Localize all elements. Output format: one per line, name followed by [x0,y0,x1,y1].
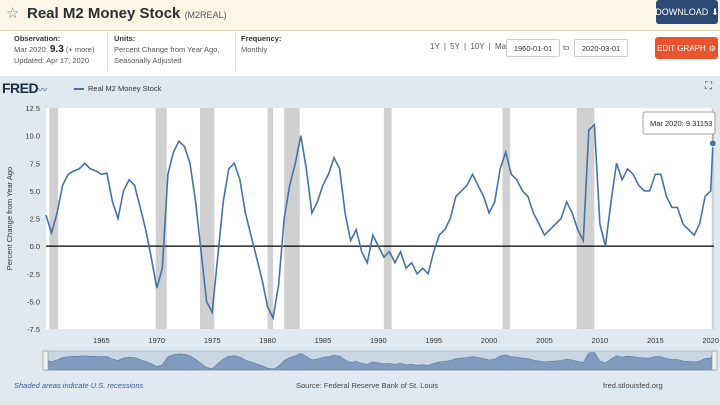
to-label: to [563,43,570,52]
observation-value: 9.3 [49,44,64,55]
observation-label: Observation: [14,34,61,43]
gear-icon: ⚙ [708,43,716,53]
legend-swatch [74,87,84,90]
units-line2: Seasonally Adjusted [114,56,182,65]
chart-area [0,76,720,405]
download-icon: ⬇ [711,6,719,17]
divider [235,33,236,71]
date-range-links[interactable]: 1Y | 5Y | 10Y | Max [430,42,511,51]
observation-panel: Observation: Mar 2020: 9.3 (+ more) Upda… [14,33,94,66]
units-panel: Units: Percent Change from Year Ago, Sea… [114,33,220,66]
observation-more-link[interactable]: (+ more) [65,45,95,54]
edit-graph-button[interactable]: EDIT GRAPH ⚙ [655,37,718,59]
end-date-input[interactable]: 2020-03-01 [574,39,628,57]
page-title: Real M2 Money Stock (M2REAL) [27,5,227,22]
frequency-panel: Frequency: Monthly [241,33,281,55]
frequency-label: Frequency: [241,34,282,43]
recession-note: Shaded areas indicate U.S. recessions [14,381,144,390]
observation-line: Mar 2020: 9.3 (+ more) [14,44,94,55]
updated-date: Updated: Apr 17, 2020 [14,56,90,65]
start-date-input[interactable]: 1960-01-01 [506,39,560,57]
page-header: ☆ Real M2 Money Stock (M2REAL) DOWNLOAD … [0,0,720,31]
download-button[interactable]: DOWNLOAD ⬇ [655,0,719,24]
download-label: DOWNLOAD [655,7,709,17]
divider [107,33,108,71]
legend-label: Real M2 Money Stock [88,84,162,93]
logo-chart-icon: 〰 [38,85,47,95]
frequency-value: Monthly [241,45,268,54]
series-code: (M2REAL) [184,10,227,20]
fred-logo-text: FRED [2,80,39,96]
edit-graph-label: EDIT GRAPH [657,43,706,53]
source-note: Source: Federal Reserve Bank of St. Loui… [296,381,439,390]
expand-icon[interactable]: ⛶ [705,81,712,92]
units-line1: Percent Change from Year Ago, [114,45,220,54]
units-label: Units: [114,34,136,43]
star-icon[interactable]: ☆ [6,5,20,22]
title-text: Real M2 Money Stock [27,5,181,22]
chart-legend: Real M2 Money Stock [74,84,161,93]
observation-date: Mar 2020: [14,45,48,54]
site-link[interactable]: fred.stlouisfed.org [603,381,663,390]
fred-logo: FRED〰 [2,80,47,96]
